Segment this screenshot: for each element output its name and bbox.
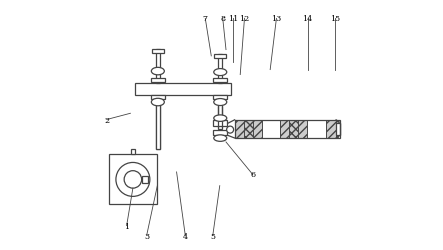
Bar	[335, 120, 338, 139]
Text: 7: 7	[203, 15, 208, 23]
Bar	[245, 120, 253, 139]
Bar	[156, 99, 160, 150]
Bar	[280, 120, 289, 139]
Ellipse shape	[152, 68, 164, 76]
Bar	[218, 99, 222, 130]
Text: 6: 6	[250, 171, 255, 179]
Bar	[214, 121, 227, 126]
Bar	[213, 79, 227, 83]
Text: 14: 14	[303, 15, 313, 23]
Bar	[235, 120, 245, 139]
Bar	[335, 123, 340, 136]
Text: 15: 15	[330, 15, 340, 23]
Bar	[152, 50, 164, 54]
Bar	[299, 120, 307, 139]
Text: 12: 12	[239, 15, 249, 23]
Bar	[307, 120, 326, 139]
Bar	[214, 130, 227, 136]
Bar	[218, 55, 222, 83]
Text: 3: 3	[144, 232, 149, 239]
Bar	[289, 120, 299, 139]
Bar	[213, 95, 227, 99]
Bar	[136, 83, 232, 95]
Ellipse shape	[214, 99, 227, 106]
Text: 11: 11	[228, 15, 239, 23]
Bar	[151, 79, 165, 83]
Text: 1: 1	[124, 222, 129, 230]
Bar	[155, 95, 160, 150]
Text: 13: 13	[271, 15, 282, 23]
Bar	[151, 95, 165, 99]
Ellipse shape	[214, 116, 227, 122]
Text: 8: 8	[220, 15, 225, 23]
Bar	[214, 55, 226, 59]
Circle shape	[227, 126, 233, 134]
Text: 4: 4	[183, 232, 188, 239]
Bar	[131, 150, 135, 155]
Text: 5: 5	[210, 232, 215, 239]
Bar	[235, 120, 340, 139]
Bar	[326, 120, 335, 139]
Bar	[109, 155, 157, 204]
Ellipse shape	[214, 69, 227, 76]
Bar	[142, 176, 148, 183]
Bar	[253, 120, 262, 139]
Bar	[156, 50, 160, 83]
Ellipse shape	[152, 99, 164, 106]
Text: 2: 2	[104, 116, 109, 124]
Ellipse shape	[214, 135, 227, 142]
Bar	[262, 120, 280, 139]
